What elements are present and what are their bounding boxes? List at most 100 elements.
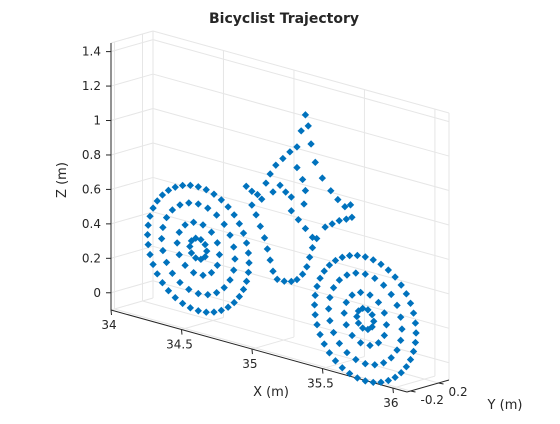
data-point <box>204 291 212 299</box>
grid-line <box>152 176 450 260</box>
grid-line <box>110 108 154 121</box>
data-point <box>366 291 374 299</box>
data-point <box>335 276 344 284</box>
data-point <box>391 373 399 382</box>
data-point <box>342 298 350 307</box>
data-point <box>143 231 152 239</box>
x-tick <box>251 348 253 355</box>
data-point <box>356 288 365 297</box>
data-point <box>239 285 248 294</box>
x-tick-label: 34 <box>101 318 116 332</box>
data-point <box>164 287 173 295</box>
grid-line <box>110 39 154 53</box>
data-point <box>178 181 187 190</box>
data-point <box>393 346 401 354</box>
data-point <box>204 204 212 212</box>
data-point <box>226 276 234 284</box>
data-point <box>397 281 405 289</box>
x-tick-label: 36 <box>383 396 398 410</box>
data-point <box>366 341 374 350</box>
data-point <box>301 224 310 233</box>
data-point <box>331 357 340 365</box>
data-point <box>316 274 324 282</box>
data-point <box>326 317 334 325</box>
data-point <box>348 331 356 340</box>
data-point <box>313 282 321 291</box>
data-point <box>377 378 385 386</box>
data-point <box>409 309 418 317</box>
data-point <box>305 253 314 261</box>
data-point <box>329 328 338 337</box>
data-point <box>324 305 333 313</box>
data-point <box>244 268 253 277</box>
grid-line <box>110 245 154 259</box>
z-tick-label: 0.8 <box>82 148 101 162</box>
data-point <box>343 271 351 279</box>
data-point <box>320 340 328 348</box>
data-point <box>398 325 406 333</box>
grid-line <box>114 308 411 392</box>
grid-line <box>392 375 436 389</box>
data-point <box>189 218 198 226</box>
grid-line <box>110 73 154 87</box>
data-point <box>258 195 266 203</box>
data-point <box>159 223 167 232</box>
data-point <box>181 261 189 270</box>
data-point <box>361 360 369 368</box>
grid-line <box>110 30 154 44</box>
data-point <box>146 212 154 220</box>
x-tick <box>180 329 183 335</box>
data-point <box>303 263 311 271</box>
x-tick-label: 35.5 <box>307 377 334 391</box>
data-point <box>202 186 210 194</box>
data-point <box>359 324 367 332</box>
z-axis-label: Z (m) <box>55 162 70 198</box>
data-point <box>371 361 379 369</box>
data-point <box>202 308 210 316</box>
data-point <box>304 122 312 130</box>
data-point <box>159 246 167 255</box>
data-point <box>153 270 161 278</box>
grid-line <box>110 142 154 156</box>
data-point <box>331 256 340 265</box>
data-point <box>287 277 296 286</box>
data-point <box>301 186 310 195</box>
x-tick-label: 35 <box>242 357 257 371</box>
data-point <box>149 204 157 212</box>
data-point <box>210 190 218 198</box>
grid-line <box>152 108 450 191</box>
data-point <box>248 187 256 195</box>
data-point <box>328 220 336 228</box>
data-point <box>297 127 305 135</box>
data-point <box>341 203 349 211</box>
data-point <box>353 374 362 382</box>
data-point <box>384 376 393 385</box>
data-point <box>186 242 194 251</box>
grid-line <box>181 317 224 331</box>
data-point <box>338 364 346 372</box>
data-point <box>311 311 319 319</box>
grid-layer <box>110 30 450 392</box>
data-point <box>207 228 216 236</box>
data-point <box>186 181 195 190</box>
data-point <box>226 231 234 239</box>
data-point <box>173 239 181 247</box>
data-point <box>176 201 184 209</box>
data-point <box>409 347 418 356</box>
data-point <box>371 274 379 282</box>
data-point <box>186 304 195 312</box>
grid-line <box>152 30 450 114</box>
data-point <box>212 288 221 297</box>
y-tick <box>410 390 416 393</box>
data-point <box>272 161 280 169</box>
data-point <box>282 188 290 196</box>
grid-line <box>110 280 154 294</box>
data-point <box>252 211 260 219</box>
data-point <box>338 253 346 261</box>
data-point <box>298 175 307 184</box>
data-point <box>325 261 334 269</box>
data-point <box>230 266 238 274</box>
data-point <box>157 234 166 243</box>
data-point <box>162 258 171 267</box>
